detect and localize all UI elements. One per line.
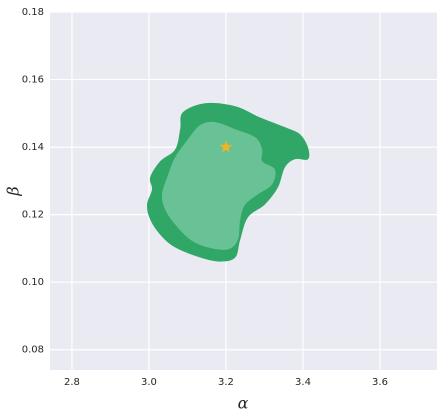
- x-tick-label: 3.4: [295, 377, 311, 388]
- y-tick-label: 0.12: [22, 210, 44, 221]
- contour-region: [161, 121, 276, 250]
- x-tick-label: 3.6: [372, 377, 388, 388]
- star-marker: [219, 140, 233, 153]
- x-tick-label: 3.2: [218, 377, 234, 388]
- x-tick-label: 3.0: [141, 377, 157, 388]
- y-tick-label: 0.18: [22, 7, 44, 18]
- x-tick-label: 2.8: [64, 377, 80, 388]
- y-tick-label: 0.08: [22, 345, 44, 356]
- y-axis-label: β: [4, 186, 23, 196]
- y-tick-label: 0.14: [22, 142, 44, 153]
- y-tick-label: 0.10: [22, 277, 44, 288]
- x-axis-label: α: [238, 394, 249, 413]
- y-tick-label: 0.16: [22, 75, 44, 86]
